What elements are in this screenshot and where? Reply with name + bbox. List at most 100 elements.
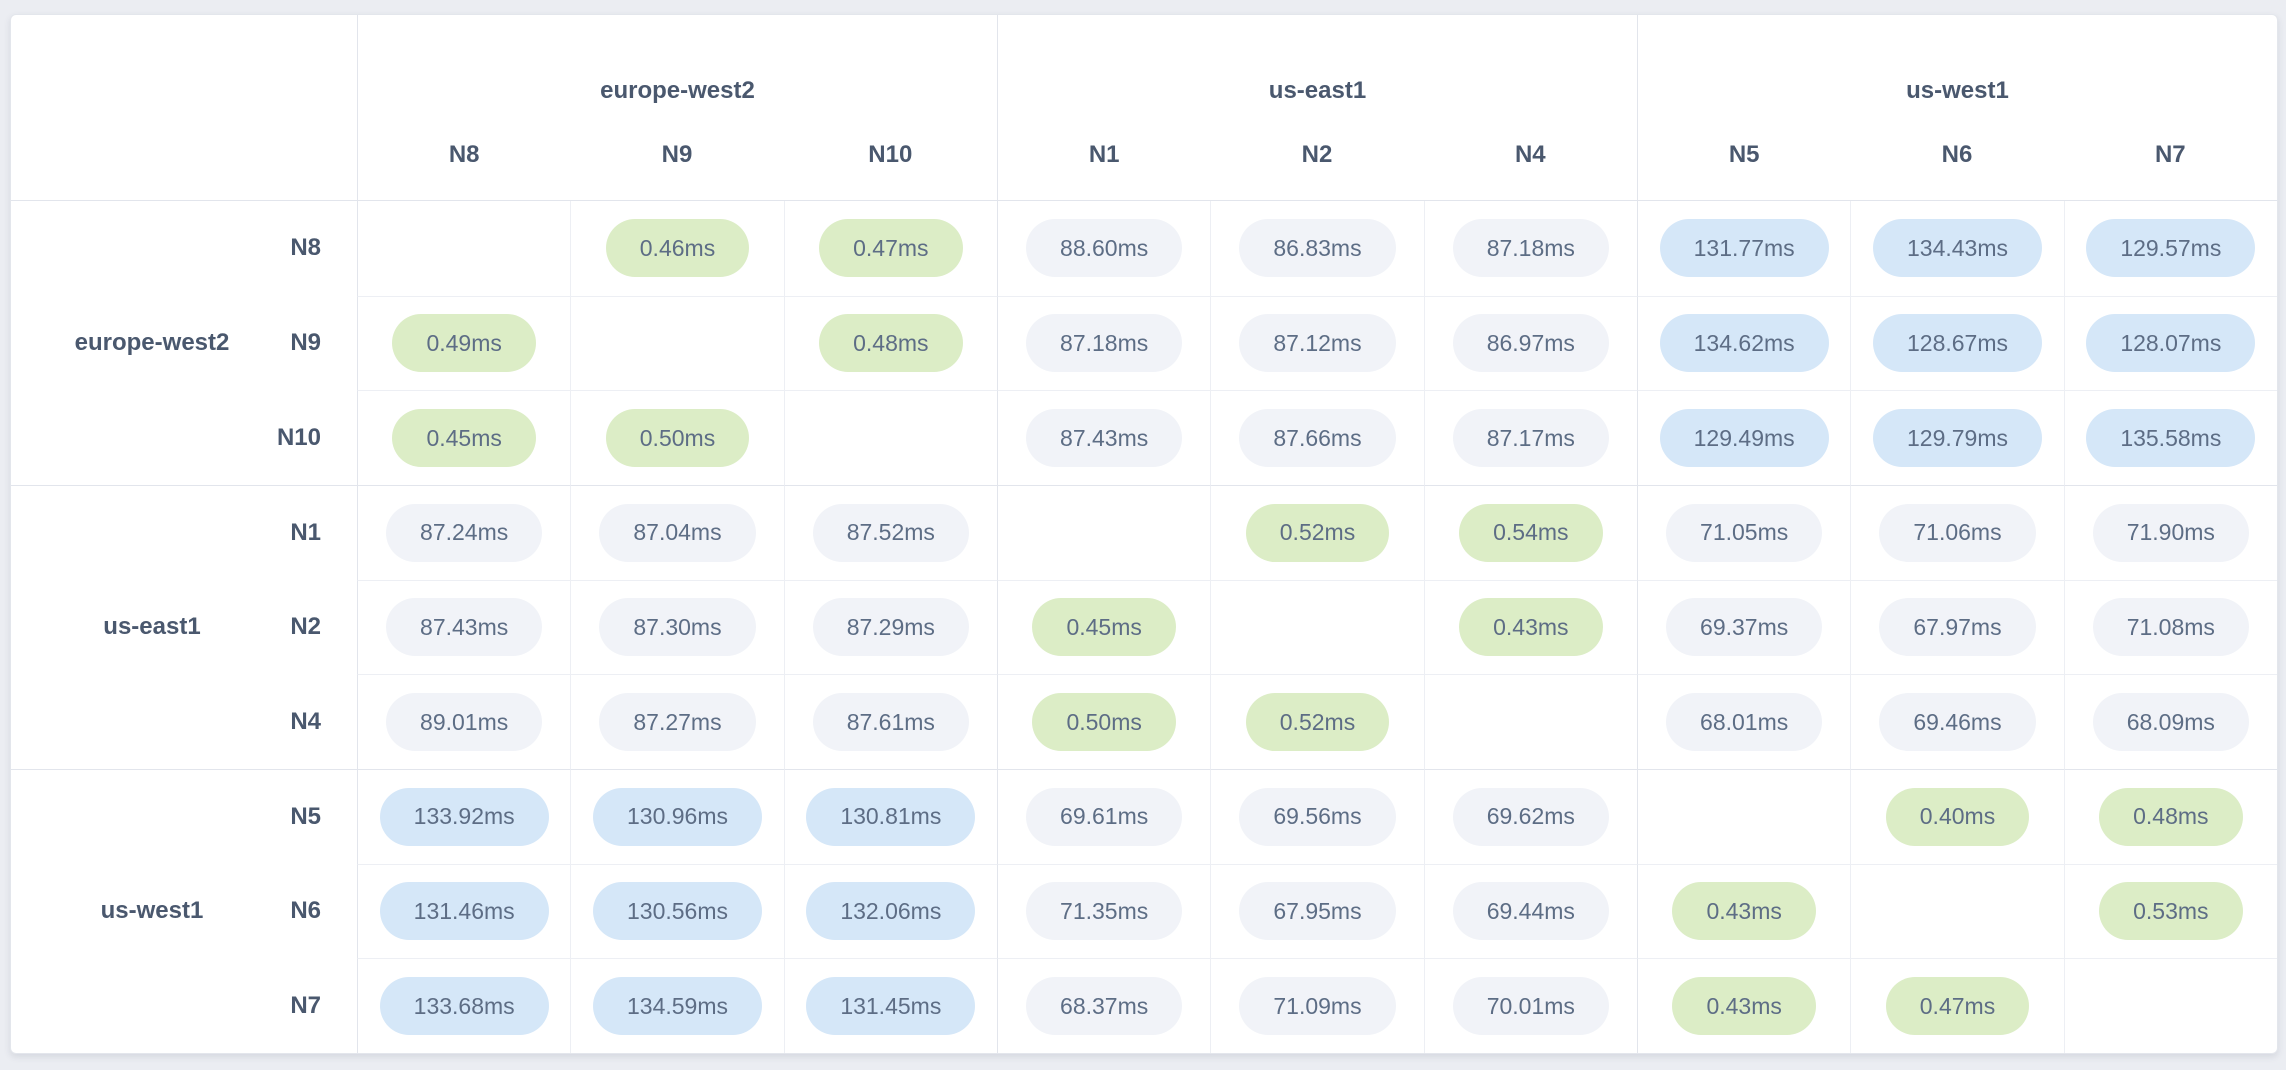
- latency-pill: 70.01ms: [1452, 977, 1609, 1036]
- matrix-corner-cell: [11, 15, 357, 201]
- diagonal-empty-cell: [357, 201, 570, 296]
- latency-cell: 87.18ms: [1423, 201, 1637, 296]
- row-region-label: europe-west2: [74, 328, 230, 356]
- latency-pill: 0.43ms: [1672, 977, 1816, 1036]
- column-group-header: us-west1: [1636, 15, 2277, 141]
- diagonal-empty-cell: [570, 295, 784, 391]
- latency-cell: 87.30ms: [570, 579, 784, 675]
- latency-pill: 87.43ms: [386, 598, 543, 657]
- latency-cell: 86.83ms: [1210, 201, 1423, 296]
- latency-pill: 0.43ms: [1459, 598, 1603, 657]
- diagonal-empty-cell: [783, 390, 997, 485]
- latency-cell: 0.47ms: [1850, 958, 2064, 1053]
- latency-pill: 135.58ms: [2086, 409, 2256, 468]
- latency-cell: 135.58ms: [2063, 390, 2277, 485]
- latency-cell: 0.43ms: [1636, 958, 1851, 1053]
- latency-cell: 0.50ms: [996, 674, 1211, 769]
- latency-pill: 87.30ms: [599, 598, 756, 657]
- latency-cell: 0.46ms: [570, 201, 783, 296]
- latency-pill: 89.01ms: [386, 693, 543, 752]
- row-region-label: us-west1: [11, 768, 293, 1053]
- latency-cell: 0.48ms: [783, 295, 997, 391]
- column-node-header: N1: [996, 141, 1211, 201]
- latency-pill: 87.52ms: [812, 503, 969, 562]
- column-node-header: N4: [1423, 141, 1637, 201]
- latency-pill: 87.27ms: [599, 693, 756, 752]
- latency-cell: 130.96ms: [570, 768, 784, 864]
- latency-cell: 69.62ms: [1423, 768, 1637, 864]
- latency-pill: 0.40ms: [1885, 787, 2030, 846]
- latency-cell: 128.67ms: [1850, 295, 2064, 391]
- latency-pill: 132.06ms: [806, 882, 976, 941]
- latency-pill: 129.57ms: [2086, 219, 2256, 278]
- latency-pill: 131.77ms: [1659, 219, 1829, 278]
- latency-pill: 0.49ms: [392, 314, 536, 373]
- latency-matrix-card: europe-west2 N8 N9 N10 us-east1 N1 N2 N4 us-west…: [10, 14, 2278, 1054]
- latency-cell: 71.05ms: [1636, 484, 1851, 580]
- row-node-label: N1: [290, 484, 357, 580]
- latency-pill: 68.37ms: [1026, 977, 1183, 1036]
- latency-cell: 68.01ms: [1636, 674, 1851, 769]
- latency-cell: 0.49ms: [357, 295, 571, 391]
- latency-pill: 131.45ms: [806, 977, 976, 1036]
- latency-cell: 71.90ms: [2063, 484, 2277, 580]
- latency-cell: 69.37ms: [1636, 579, 1851, 675]
- latency-pill: 0.46ms: [605, 219, 750, 278]
- latency-pill: 0.47ms: [819, 219, 963, 278]
- latency-pill: 0.45ms: [1032, 598, 1176, 657]
- latency-cell: 69.56ms: [1210, 768, 1424, 864]
- row-node-label: N5: [290, 768, 357, 864]
- column-node-header: N6: [1850, 141, 2064, 201]
- latency-matrix-grid: europe-west2 N8 N9 N10 us-east1 N1 N2 N4 us-west…: [11, 15, 2277, 1053]
- latency-cell: 87.52ms: [783, 484, 997, 580]
- latency-cell: 67.95ms: [1210, 863, 1424, 959]
- latency-pill: 69.62ms: [1452, 787, 1609, 846]
- latency-pill: 134.62ms: [1659, 314, 1829, 373]
- row-node-label: N4: [290, 707, 321, 735]
- latency-pill: 134.43ms: [1872, 219, 2042, 278]
- latency-pill: 133.68ms: [379, 977, 549, 1036]
- latency-cell: 87.12ms: [1210, 295, 1424, 391]
- diagonal-empty-cell: [1423, 674, 1637, 769]
- latency-cell: 0.45ms: [996, 579, 1211, 675]
- latency-pill: 130.96ms: [592, 787, 762, 846]
- latency-pill: 87.66ms: [1239, 409, 1396, 468]
- latency-cell: 131.45ms: [783, 958, 997, 1053]
- latency-cell: 89.01ms: [357, 674, 571, 769]
- latency-pill: 69.56ms: [1239, 787, 1396, 846]
- latency-cell: 70.01ms: [1423, 958, 1637, 1053]
- latency-pill: 0.48ms: [2099, 787, 2243, 846]
- latency-cell: 71.09ms: [1210, 958, 1424, 1053]
- latency-cell: 0.52ms: [1210, 484, 1424, 580]
- column-node-header: N7: [2063, 141, 2277, 201]
- latency-pill: 128.07ms: [2086, 314, 2256, 373]
- latency-cell: 129.79ms: [1850, 390, 2064, 485]
- latency-pill: 130.56ms: [592, 882, 762, 941]
- latency-cell: 68.09ms: [2063, 674, 2277, 769]
- latency-cell: 87.61ms: [783, 674, 997, 769]
- latency-cell: 131.77ms: [1636, 201, 1850, 296]
- latency-cell: 87.18ms: [996, 295, 1211, 391]
- latency-cell: 87.29ms: [783, 579, 997, 675]
- latency-cell: 0.45ms: [357, 390, 571, 485]
- latency-cell: 134.62ms: [1636, 295, 1851, 391]
- latency-cell: 128.07ms: [2063, 295, 2277, 391]
- column-node-header: N2: [1210, 141, 1424, 201]
- latency-pill: 71.08ms: [2092, 598, 2249, 657]
- latency-pill: 67.97ms: [1879, 598, 2036, 657]
- latency-cell: 0.47ms: [783, 201, 997, 296]
- latency-pill: 67.95ms: [1239, 882, 1396, 941]
- column-group-header: us-east1: [996, 15, 1637, 141]
- latency-cell: 71.06ms: [1850, 484, 2064, 580]
- latency-pill: 128.67ms: [1872, 314, 2042, 373]
- latency-pill: 87.29ms: [812, 598, 969, 657]
- latency-pill: 88.60ms: [1026, 219, 1183, 278]
- latency-cell: 69.44ms: [1423, 863, 1637, 959]
- latency-cell: 0.48ms: [2063, 768, 2277, 864]
- latency-pill: 0.47ms: [1885, 977, 2030, 1036]
- latency-pill: 133.92ms: [379, 787, 549, 846]
- row-region-label: us-east1: [11, 484, 293, 769]
- latency-cell: 0.52ms: [1210, 674, 1424, 769]
- latency-cell: 0.43ms: [1423, 579, 1637, 675]
- latency-cell: 87.17ms: [1423, 390, 1637, 485]
